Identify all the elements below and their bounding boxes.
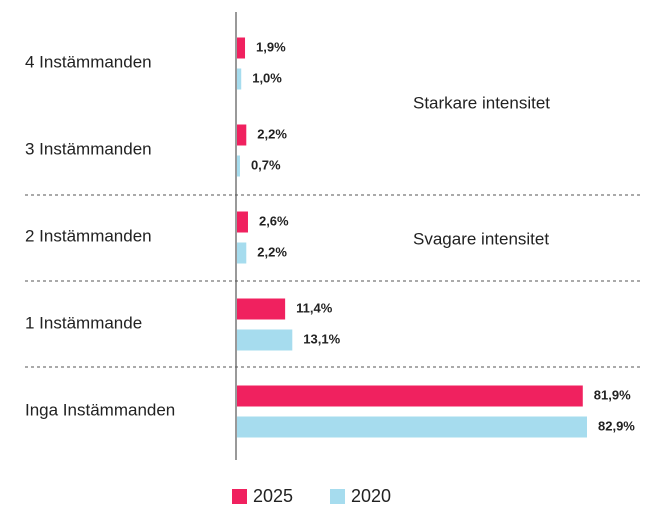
value-label: 1,0% <box>252 70 282 85</box>
bar <box>237 155 240 177</box>
value-label: 13,1% <box>303 331 340 346</box>
value-label: 2,2% <box>257 244 287 259</box>
value-label: 1,9% <box>256 39 286 54</box>
bar <box>237 242 247 264</box>
value-label: 82,9% <box>598 418 635 433</box>
legend-label: 2020 <box>351 486 391 506</box>
annotation: Svagare intensitet <box>413 229 549 248</box>
category-label: 2 Instämmanden <box>25 226 152 245</box>
category-label: 3 Instämmanden <box>25 139 152 158</box>
bar <box>237 385 583 407</box>
value-label: 0,7% <box>251 157 281 172</box>
value-label: 11,4% <box>296 300 333 315</box>
legend-swatch <box>330 489 345 504</box>
value-label: 2,2% <box>257 126 287 141</box>
bar <box>237 124 247 146</box>
bar <box>237 37 246 59</box>
bar <box>237 416 587 438</box>
legend-label: 2025 <box>253 486 293 506</box>
bar <box>237 211 248 233</box>
value-label: 81,9% <box>594 387 631 402</box>
bar <box>237 298 286 320</box>
legend-swatch <box>232 489 247 504</box>
bar <box>237 329 293 351</box>
annotation: Starkare intensitet <box>413 93 550 112</box>
category-label: Inga Instämmanden <box>25 400 175 419</box>
value-label: 2,6% <box>259 213 289 228</box>
category-label: 4 Instämmanden <box>25 52 152 71</box>
category-label: 1 Instämmande <box>25 313 142 332</box>
bar <box>237 68 242 90</box>
